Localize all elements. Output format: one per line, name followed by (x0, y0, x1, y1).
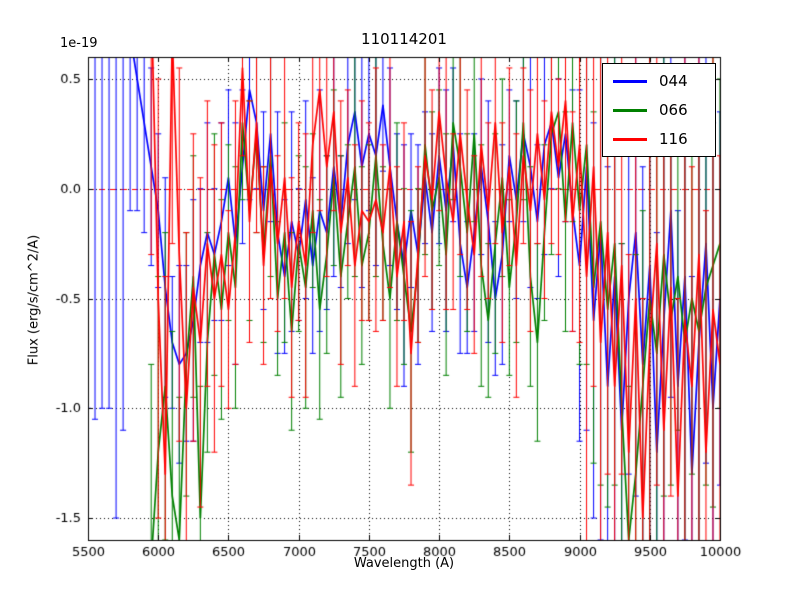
legend-label: 044 (659, 72, 688, 90)
legend-item-066: 066 (613, 101, 705, 119)
legend-label: 066 (659, 101, 688, 119)
legend-line-swatch-red (613, 137, 647, 141)
y-axis-offset-label: 1e-19 (60, 36, 98, 51)
legend-item-116: 116 (613, 130, 705, 148)
legend-label: 116 (659, 130, 688, 148)
chart-title: 110114201 (361, 30, 447, 48)
x-axis-label: Wavelength (A) (353, 556, 455, 571)
y-axis-label: Flux (erg/s/cm^2/A) (26, 234, 42, 366)
legend-line-swatch-blue (613, 79, 647, 83)
legend-item-044: 044 (613, 72, 705, 90)
legend-line-swatch-green (613, 108, 647, 112)
legend: 044 066 116 (602, 63, 716, 157)
